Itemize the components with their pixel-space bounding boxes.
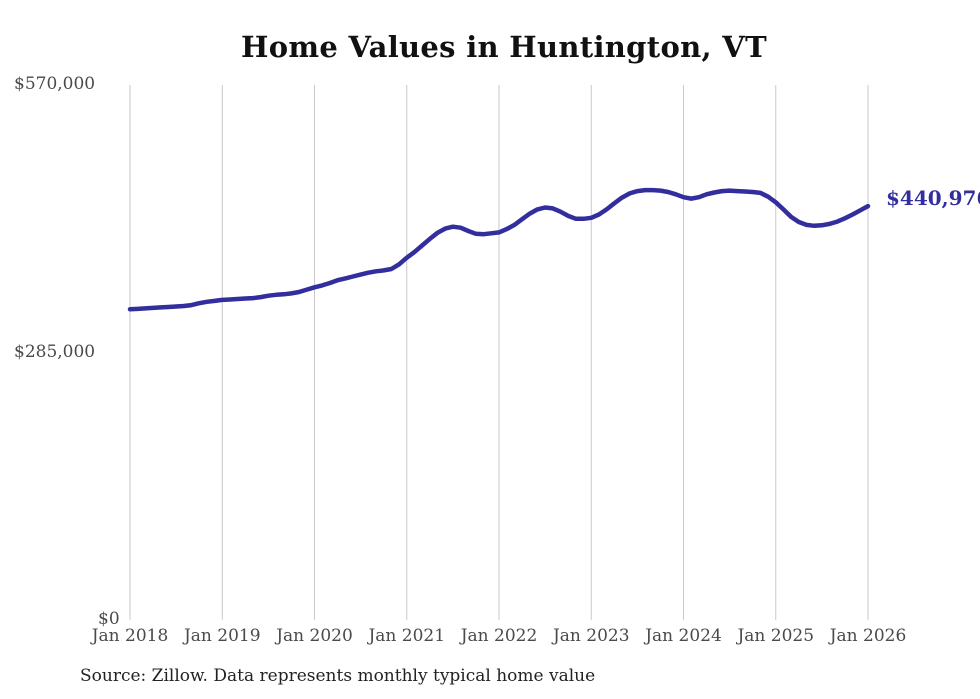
x-tick-label: Jan 2020 (276, 626, 353, 646)
home-value-line (127, 187, 871, 312)
chart-title: Home Values in Huntington, VT (241, 30, 767, 64)
x-tick-label: Jan 2022 (460, 626, 538, 646)
x-tick-label: Jan 2024 (645, 626, 722, 646)
source-note: Source: Zillow. Data represents monthly … (80, 666, 596, 686)
x-tick-label: Jan 2018 (91, 626, 169, 646)
y-tick-label: $0 (98, 609, 120, 629)
x-tick-label: Jan 2021 (368, 626, 446, 646)
x-tick-label: Jan 2026 (829, 626, 907, 646)
latest-value-label: $440,976 (886, 186, 980, 210)
y-tick-label: $285,000 (14, 341, 96, 362)
y-tick-label: $570,000 (14, 74, 96, 94)
x-tick-label: Jan 2023 (552, 626, 630, 646)
x-tick-label: Jan 2025 (737, 626, 815, 646)
x-tick-label: Jan 2019 (183, 626, 261, 646)
